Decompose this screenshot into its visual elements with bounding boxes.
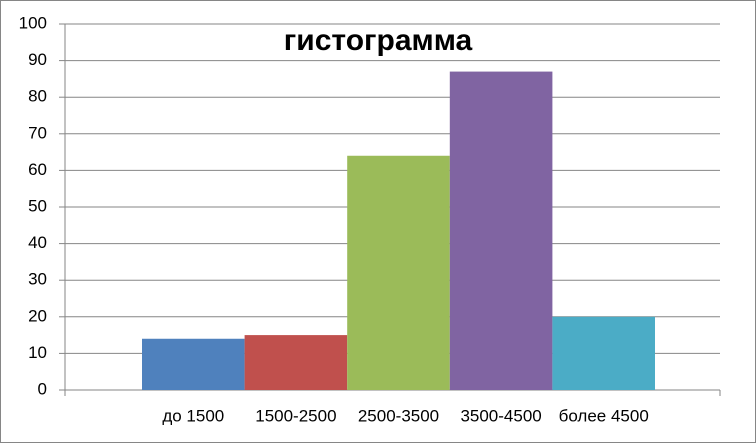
y-tick-label: 40 (28, 233, 47, 252)
y-tick-label: 20 (28, 306, 47, 325)
x-tick-label: до 1500 (162, 406, 224, 425)
bar (244, 335, 348, 390)
y-tick-label: 90 (28, 50, 47, 69)
bar (449, 71, 553, 390)
bar (142, 338, 245, 390)
y-tick-label: 50 (28, 196, 47, 215)
x-tick-label: более 4500 (559, 406, 649, 425)
x-tick-label: 1500-2500 (255, 406, 336, 425)
y-tick-label: 70 (28, 123, 47, 142)
y-tick-label: 0 (38, 379, 47, 398)
x-tick-label: 2500-3500 (358, 406, 439, 425)
y-tick-label: 10 (28, 343, 47, 362)
y-tick-label: 100 (19, 13, 47, 32)
y-tick-label: 30 (28, 270, 47, 289)
bar (347, 155, 450, 390)
y-tick-label: 80 (28, 87, 47, 106)
bar (552, 316, 655, 390)
y-tick-label: 60 (28, 160, 47, 179)
x-tick-label: 3500-4500 (460, 406, 541, 425)
chart-title: гистограмма (284, 24, 473, 57)
